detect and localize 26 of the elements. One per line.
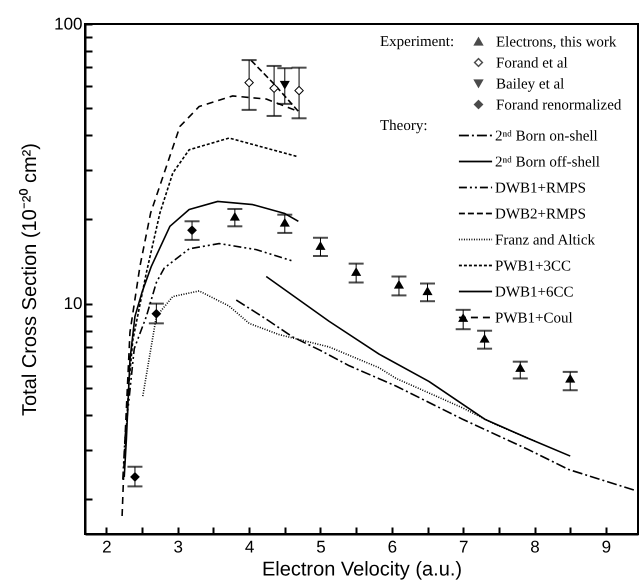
legend-label: 2ⁿᵈ Born off-shell	[495, 154, 600, 170]
legend-label: 2ⁿᵈ Born on-shell	[495, 128, 598, 144]
x-tick-label: 6	[388, 538, 398, 556]
legend-label: Forand et al	[496, 56, 568, 72]
legend-label: Franz and Altick	[495, 232, 596, 248]
annotation: Experiment:	[380, 34, 454, 50]
x-tick-label: 3	[174, 538, 183, 556]
legend-label: DWB2+RMPS	[495, 206, 586, 222]
y-tick-label: 100	[54, 14, 82, 34]
legend-label: PWB1+Coul	[495, 310, 573, 326]
y-tick-label: 10	[64, 294, 82, 314]
x-tick-label: 4	[244, 538, 254, 556]
annotation: Theory:	[380, 118, 428, 134]
legend-label: Electrons, this work	[496, 34, 617, 50]
x-tick-label: 9	[602, 538, 612, 556]
legend-label: Bailey et al	[496, 76, 564, 92]
x-tick-label: 2	[102, 538, 112, 556]
x-tick-label: 5	[316, 538, 326, 556]
x-axis-title: Electron Velocity (a.u.)	[262, 558, 462, 580]
legend-label: DWB1+RMPS	[495, 180, 586, 196]
y-axis-title: Total Cross Section (10⁻²⁰ cm²)	[18, 143, 42, 416]
legend-label: PWB1+3CC	[495, 258, 571, 274]
legend-label: Forand renormalized	[496, 98, 622, 114]
legend-label: DWB1+6CC	[495, 284, 574, 300]
x-tick-label: 7	[458, 538, 468, 556]
x-tick-label: 8	[530, 538, 540, 556]
